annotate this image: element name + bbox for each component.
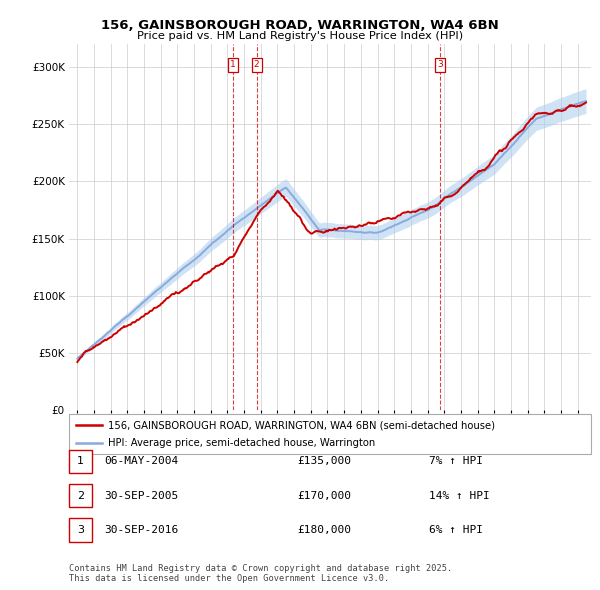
Text: £170,000: £170,000 (297, 491, 351, 500)
HPI: Average price, semi-detached house, Warrington: (2.01e+03, 1.55e+05): Average price, semi-detached house, Warr… (373, 229, 380, 236)
Text: 6% ↑ HPI: 6% ↑ HPI (429, 525, 483, 535)
156, GAINSBOROUGH ROAD, WARRINGTON, WA4 6BN (semi-detached house) (583, 99, 590, 106)
Text: 3: 3 (437, 60, 443, 70)
Text: 30-SEP-2005: 30-SEP-2005 (104, 491, 178, 500)
HPI: Average price, semi-detached house, Warrington: (2e+03, 4.5e+04): Average price, semi-detached house, Warr… (74, 355, 81, 362)
Text: £135,000: £135,000 (297, 457, 351, 466)
Text: 156, GAINSBOROUGH ROAD, WARRINGTON, WA4 6BN: 156, GAINSBOROUGH ROAD, WARRINGTON, WA4 … (101, 19, 499, 32)
Line: 156, GAINSBOROUGH ROAD, WARRINGTON, WA4 6BN (semi-detached house): 156, GAINSBOROUGH ROAD, WARRINGTON, WA4 … (77, 103, 586, 362)
Text: 1: 1 (230, 60, 236, 70)
Text: £180,000: £180,000 (297, 525, 351, 535)
HPI: Average price, semi-detached house, Warrington: (2.02e+03, 1.71e+05): Average price, semi-detached house, Warr… (413, 211, 421, 218)
Text: 2: 2 (254, 60, 259, 70)
156, GAINSBOROUGH ROAD, WARRINGTON, WA4 6BN (semi-detached house) (74, 359, 81, 366)
156, GAINSBOROUGH ROAD, WARRINGTON, WA4 6BN (semi-detached house) (304, 227, 311, 234)
156, GAINSBOROUGH ROAD, WARRINGTON, WA4 6BN (semi-detached house) (373, 218, 380, 225)
HPI: Average price, semi-detached house, Warrington: (2e+03, 1.42e+05): Average price, semi-detached house, Warr… (205, 244, 212, 251)
Text: 06-MAY-2004: 06-MAY-2004 (104, 457, 178, 466)
Text: Contains HM Land Registry data © Crown copyright and database right 2025.
This d: Contains HM Land Registry data © Crown c… (69, 563, 452, 583)
Text: 2: 2 (77, 491, 84, 500)
Line: HPI: Average price, semi-detached house, Warrington: HPI: Average price, semi-detached house,… (77, 101, 586, 359)
156, GAINSBOROUGH ROAD, WARRINGTON, WA4 6BN (semi-detached house) (205, 268, 212, 276)
Text: Price paid vs. HM Land Registry's House Price Index (HPI): Price paid vs. HM Land Registry's House … (137, 31, 463, 41)
HPI: Average price, semi-detached house, Warrington: (2e+03, 1.12e+05): Average price, semi-detached house, Warr… (164, 278, 171, 286)
Text: 14% ↑ HPI: 14% ↑ HPI (429, 491, 490, 500)
HPI: Average price, semi-detached house, Warrington: (2.03e+03, 2.7e+05): Average price, semi-detached house, Warr… (583, 97, 590, 104)
156, GAINSBOROUGH ROAD, WARRINGTON, WA4 6BN (semi-detached house) (164, 294, 171, 301)
156, GAINSBOROUGH ROAD, WARRINGTON, WA4 6BN (semi-detached house) (413, 208, 421, 215)
156, GAINSBOROUGH ROAD, WARRINGTON, WA4 6BN (semi-detached house) (457, 185, 464, 192)
Text: HPI: Average price, semi-detached house, Warrington: HPI: Average price, semi-detached house,… (108, 438, 375, 448)
Text: 156, GAINSBOROUGH ROAD, WARRINGTON, WA4 6BN (semi-detached house): 156, GAINSBOROUGH ROAD, WARRINGTON, WA4 … (108, 420, 495, 430)
Text: 1: 1 (77, 457, 84, 466)
HPI: Average price, semi-detached house, Warrington: (2.02e+03, 1.94e+05): Average price, semi-detached house, Warr… (457, 184, 464, 191)
Text: 7% ↑ HPI: 7% ↑ HPI (429, 457, 483, 466)
Text: 3: 3 (77, 525, 84, 535)
HPI: Average price, semi-detached house, Warrington: (2.01e+03, 1.71e+05): Average price, semi-detached house, Warr… (304, 211, 311, 218)
Text: 30-SEP-2016: 30-SEP-2016 (104, 525, 178, 535)
